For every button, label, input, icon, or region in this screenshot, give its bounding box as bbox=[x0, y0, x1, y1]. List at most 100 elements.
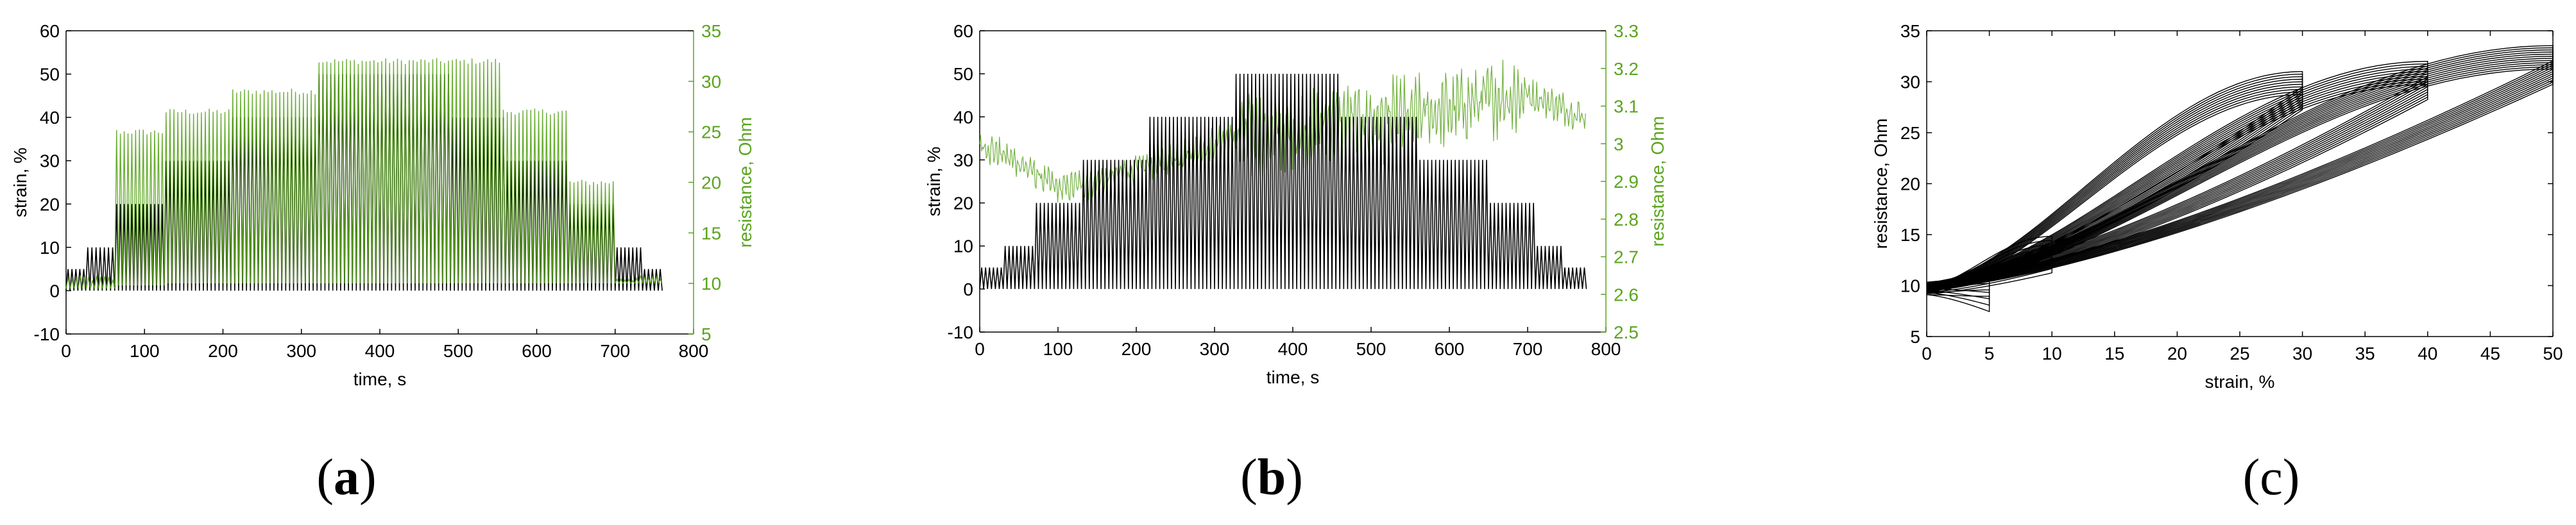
x-tick-label: 800 bbox=[679, 341, 709, 361]
x-tick-label: 500 bbox=[1356, 339, 1386, 359]
y-tick-label: 35 bbox=[1900, 21, 1920, 41]
y-tick-label: 10 bbox=[1900, 276, 1920, 296]
series-loops bbox=[1926, 45, 2554, 313]
panel-c: 0 5 10 15 20 25 30 35 40 45 50 5 10 15 20 25 30 35 strain,… bbox=[1829, 0, 2576, 525]
y-tick-label: 10 bbox=[40, 238, 60, 258]
loop-curve bbox=[1926, 63, 2428, 284]
y2-tick-label: 2.8 bbox=[1614, 210, 1639, 229]
y2-tick-label: 2.9 bbox=[1614, 172, 1639, 192]
x-tick-label: 40 bbox=[2418, 344, 2437, 363]
y-tick-label: 40 bbox=[953, 107, 973, 127]
loop-curve bbox=[1926, 91, 2303, 292]
x-tick-label: 30 bbox=[2292, 344, 2312, 363]
y2-tick-label: 25 bbox=[701, 122, 721, 142]
strain-line bbox=[979, 74, 1587, 289]
y-tick-label: 30 bbox=[953, 150, 973, 170]
x-tick-label: 5 bbox=[1984, 344, 1995, 363]
y2-tick-label: 30 bbox=[701, 72, 721, 92]
y-tick-label: 0 bbox=[49, 281, 60, 301]
y2-tick-label: 35 bbox=[701, 21, 721, 41]
x-axis-label: time, s bbox=[354, 369, 406, 389]
x-tick-label: 200 bbox=[1122, 339, 1152, 359]
y-tick-label: 20 bbox=[1900, 174, 1920, 194]
y2-axis-label: resistance, Ohm bbox=[735, 117, 755, 248]
x-tick-label: 0 bbox=[61, 341, 71, 361]
y2-tick-label: 2.6 bbox=[1614, 285, 1639, 304]
right-axis: 2.5 2.6 2.7 2.8 2.9 3 3.1 3.2 3.3 resistance, Ohm bbox=[1601, 21, 1668, 342]
y-tick-label: 20 bbox=[40, 194, 60, 214]
axes: 0 100 200 300 400 500 600 700 800-10010203040506… bbox=[10, 21, 708, 389]
x-tick-label: 600 bbox=[522, 341, 552, 361]
axes: 0 100 200 300 400 500 600 700 800-10010203040506… bbox=[924, 21, 1621, 387]
chart-a: 0 100 200 300 400 500 600 700 800-10010203040506… bbox=[10, 21, 755, 389]
y2-tick-label: 3 bbox=[1614, 134, 1624, 154]
x-axis-label: strain, % bbox=[2205, 372, 2275, 392]
series-resistance bbox=[65, 58, 663, 289]
caption-c: (c) bbox=[2242, 449, 2300, 506]
x-tick-label: 20 bbox=[2167, 344, 2187, 363]
y-tick-label: 30 bbox=[1900, 72, 1920, 92]
y2-tick-label: 15 bbox=[701, 223, 721, 243]
y-tick-label: 25 bbox=[1900, 123, 1920, 143]
y-tick-label: 30 bbox=[40, 151, 60, 171]
x-tick-label: 400 bbox=[365, 341, 395, 361]
x-tick-label: 25 bbox=[2230, 344, 2249, 363]
y-tick-label: 10 bbox=[953, 237, 973, 256]
x-tick-label: 800 bbox=[1591, 339, 1621, 359]
x-tick-label: 700 bbox=[600, 341, 630, 361]
x-tick-label: 10 bbox=[2042, 344, 2062, 363]
x-tick-label: 0 bbox=[1922, 344, 1932, 363]
y-tick-label: 5 bbox=[1910, 327, 1920, 347]
series-strain bbox=[979, 74, 1587, 289]
panel-a: 0 100 200 300 400 500 600 700 800 -10 0 10 20 30 40 50 6… bbox=[0, 0, 858, 525]
x-tick-label: 600 bbox=[1435, 339, 1465, 359]
y2-tick-label: 3.2 bbox=[1614, 59, 1639, 79]
y2-tick-label: 10 bbox=[701, 274, 721, 294]
caption-b: (b) bbox=[1240, 449, 1303, 506]
loop-curve bbox=[1926, 60, 2428, 283]
x-tick-label: 0 bbox=[975, 339, 985, 359]
x-tick-label: 400 bbox=[1278, 339, 1308, 359]
y2-axis-label: resistance, Ohm bbox=[1648, 116, 1668, 247]
x-tick-label: 700 bbox=[1513, 339, 1543, 359]
x-tick-label: 35 bbox=[2355, 344, 2375, 363]
x-tick-label: 100 bbox=[1043, 339, 1073, 359]
y-tick-label: 50 bbox=[953, 64, 973, 84]
loop-curve bbox=[1926, 94, 2303, 292]
y-tick-label: -10 bbox=[948, 322, 973, 342]
x-tick-label: 50 bbox=[2543, 344, 2563, 363]
y-tick-label: 60 bbox=[40, 21, 60, 41]
x-tick-label: 300 bbox=[1200, 339, 1230, 359]
x-tick-label: 500 bbox=[443, 341, 473, 361]
loop-curve bbox=[1926, 45, 2554, 283]
y-axis-label: strain, % bbox=[10, 147, 30, 217]
loop-curve bbox=[1926, 88, 2303, 291]
x-tick-label: 100 bbox=[130, 341, 160, 361]
x-tick-label: 300 bbox=[286, 341, 316, 361]
y2-tick-label: 20 bbox=[701, 173, 721, 193]
y-tick-label: 0 bbox=[963, 279, 973, 299]
chart-c: 0 5 10 15 20 25 30 35 40 45 505101520253035strain,… bbox=[1871, 21, 2563, 392]
x-axis-label: time, s bbox=[1267, 367, 1319, 387]
x-tick-label: 200 bbox=[208, 341, 238, 361]
x-tick-label: 15 bbox=[2104, 344, 2124, 363]
panel-b: 0 100 200 300 400 500 600 700 800 -10 0 10 20 30 40 50 6… bbox=[898, 0, 1732, 525]
y-tick-label: 40 bbox=[40, 108, 60, 128]
y-tick-label: 60 bbox=[953, 21, 973, 41]
y-axis-label: strain, % bbox=[924, 147, 944, 217]
y2-tick-label: 5 bbox=[701, 324, 712, 344]
right-axis: 5 10 15 20 25 30 35 resistance, Ohm bbox=[688, 21, 755, 344]
resistance-line bbox=[65, 58, 663, 289]
y2-tick-label: 2.7 bbox=[1614, 247, 1639, 267]
y-tick-label: 20 bbox=[953, 194, 973, 213]
y-tick-label: 15 bbox=[1900, 225, 1920, 245]
x-tick-label: 45 bbox=[2480, 344, 2500, 363]
y2-tick-label: 3.1 bbox=[1614, 97, 1639, 117]
y-tick-label: 50 bbox=[40, 65, 60, 85]
y-axis-label: resistance, Ohm bbox=[1871, 119, 1891, 249]
y2-tick-label: 2.5 bbox=[1614, 322, 1639, 342]
y-tick-label: -10 bbox=[34, 324, 60, 344]
y2-tick-label: 3.3 bbox=[1614, 21, 1639, 41]
caption-a: (a) bbox=[316, 449, 377, 506]
chart-b: 0 100 200 300 400 500 600 700 800-10010203040506… bbox=[924, 21, 1668, 387]
